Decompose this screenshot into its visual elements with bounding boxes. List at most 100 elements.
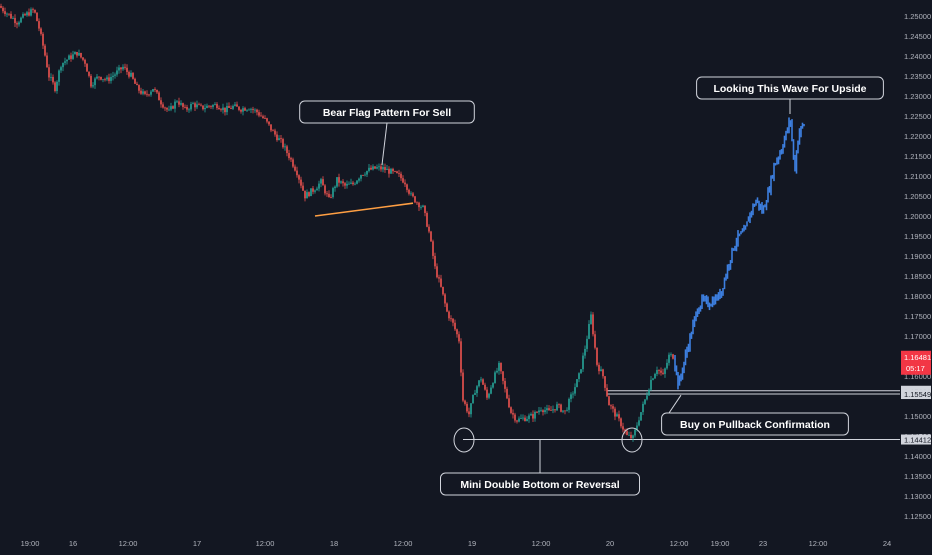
candle-body [354,183,356,185]
candle-body [468,411,470,415]
candle-body [248,109,250,111]
candle-body [416,202,418,204]
candle-body [166,107,168,110]
candle-body [26,12,28,16]
candle-body [96,76,98,79]
price-tick-label: 1.17500 [904,312,931,321]
bear-flag-trendline[interactable] [314,202,414,217]
candle-body [214,104,216,105]
candle-body [500,362,502,372]
current-price-label: 1.16481 [904,353,931,362]
candle-body [224,107,226,113]
level-price-tag [901,389,931,400]
level-price-label: 1.15549 [904,390,931,399]
candle-body [250,108,252,110]
candle-body [154,89,156,90]
candle-body [238,106,240,110]
candle-body [522,417,524,419]
candle-body [212,104,214,107]
candle-body [364,174,366,176]
candle-body [44,45,46,56]
candle-body [632,435,634,439]
candle-body [36,12,38,22]
candle-body [98,76,100,78]
candle-body [34,9,36,13]
candle-body [494,372,496,384]
candle-body [316,188,318,191]
time-tick-label: 12:00 [394,539,413,548]
candle-body [386,168,388,170]
candle-body [234,104,236,106]
annotation-callout[interactable]: Buy on Pullback Confirmation [661,394,849,436]
candle-body [230,107,232,109]
candle-body [40,28,42,34]
candle-body [218,107,220,110]
candle-body [338,177,340,183]
price-tick-label: 1.24500 [904,32,931,41]
candle-body [78,52,80,56]
callout-pointer [381,122,388,165]
candle-body [168,109,170,111]
candle-body [556,404,558,411]
candle-body [448,311,450,319]
price-tick-label: 1.19500 [904,232,931,241]
candle-body [528,415,530,420]
annotation-callout[interactable]: Mini Double Bottom or Reversal [440,440,640,496]
candle-body [358,178,360,181]
candle-body [656,370,658,374]
candle-body [278,138,280,141]
candle-body [138,85,140,91]
time-tick-label: 20 [606,539,614,548]
candle-body [574,387,576,394]
candle-body [444,294,446,304]
callout-text: Mini Double Bottom or Reversal [460,479,619,491]
time-tick-label: 12:00 [256,539,275,548]
candle-body [434,255,436,267]
candle-body [10,13,12,19]
price-tick-label: 1.22000 [904,132,931,141]
candle-body [136,83,138,86]
candle-body [120,67,122,70]
time-axis: 19:00 16 12:00 17 12:00 18 12:00 19 12:00 20 12:00… [0,535,900,550]
candle-body [610,405,612,407]
candle-body [450,318,452,320]
candle-body [606,387,608,397]
candle-body [664,368,666,374]
candle-body [472,394,474,404]
candle-body [336,177,338,187]
annotation-callout[interactable]: Bear Flag Pattern For Sell [299,100,475,165]
candle-body [492,383,494,388]
candle-body [422,205,424,207]
time-tick-label: 19:00 [711,539,730,548]
candle-body [262,116,264,119]
candle-body [490,387,492,394]
candle-body [440,278,442,287]
candle-body [616,414,618,417]
price-tick-label: 1.19000 [904,252,931,261]
price-tick-label: 1.21000 [904,172,931,181]
double-bottom-circle[interactable] [453,427,475,453]
candle-body [310,188,312,197]
candle-body [186,107,188,110]
candle-body [454,322,456,330]
candle-body [600,369,602,372]
candle-body [550,410,552,411]
candle-body [370,167,372,170]
candle-body [244,108,246,111]
candle-body [102,79,104,81]
candle-body [300,179,302,186]
candle-body [622,426,624,430]
candle-body [344,183,346,186]
candle-body [274,130,276,135]
callout-box [299,100,475,124]
candle-body [146,93,148,95]
candle-body [188,109,190,111]
candle-body [58,70,60,82]
candle-body [222,107,224,111]
annotation-callout[interactable]: Looking This Wave For Upside [696,76,884,114]
candle-body [232,105,234,109]
double-bottom-circle[interactable] [621,427,643,453]
time-tick-label: 19:00 [21,539,40,548]
